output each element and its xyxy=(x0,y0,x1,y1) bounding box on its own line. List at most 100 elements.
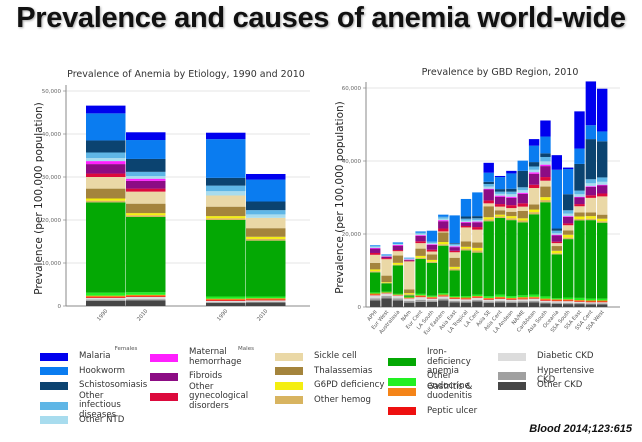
bar-segment-diab-ckd xyxy=(86,297,126,300)
legend-item-diab-ckd: Diabetic CKD xyxy=(498,351,615,362)
bar-segment-diab-ckd xyxy=(494,298,506,301)
bar-segment-other-gyn xyxy=(86,173,126,177)
bar-segment-gastritis xyxy=(506,297,517,299)
bar-segment-sickle xyxy=(528,188,540,205)
x-tick-label: 1990 xyxy=(96,308,109,322)
bar-segment-other-gyn xyxy=(449,250,460,253)
bar-segment-g6pd xyxy=(483,217,494,220)
bar-segment-g6pd xyxy=(460,246,472,249)
bar-segment-endocrine xyxy=(517,295,528,298)
bar-segment-schisto xyxy=(517,170,528,188)
bar-segment-other-gyn xyxy=(551,241,562,244)
bar-segment-peptic xyxy=(551,300,562,302)
bar-segment-gastritis xyxy=(540,298,551,301)
bar-segment-other-ntd xyxy=(438,218,449,221)
bar-segment-peptic xyxy=(585,301,597,303)
bar-segment-other-hemog xyxy=(449,268,460,271)
bar-segment-diab-ckd xyxy=(483,299,494,302)
bar-segment-other-ckd xyxy=(540,303,551,307)
bar-segment-diab-ckd xyxy=(370,295,381,299)
legend-label: Diabetic CKD xyxy=(537,351,594,361)
legend-item-fibroids: Fibroids xyxy=(150,371,269,382)
legend-swatch xyxy=(40,367,68,376)
bar-segment-endocrine xyxy=(494,294,506,297)
bar-segment-ida xyxy=(206,220,246,297)
bar-segment-fibroids xyxy=(585,186,597,196)
bar-stack xyxy=(517,160,528,307)
bar-segment-g6pd xyxy=(392,262,404,265)
bar-segment-other-gyn xyxy=(381,258,392,260)
bar-segment-other-ntd xyxy=(86,158,126,162)
bar-segment-other-ckd xyxy=(126,300,166,306)
bar-segment-thal xyxy=(517,211,528,219)
bar-segment-sickle xyxy=(574,206,585,213)
bar-segment-other-ntd xyxy=(574,194,585,197)
bar-segment-peptic xyxy=(540,300,551,301)
bar-segment-other-ntd xyxy=(528,169,540,173)
bar-segment-endocrine xyxy=(206,296,246,299)
bar-segment-hyp-ckd xyxy=(506,301,517,303)
legend-item-hookworm: Hookworm xyxy=(40,366,141,377)
bar-segment-other-hemog xyxy=(551,253,562,255)
bar-segment-thal xyxy=(597,214,608,219)
bar-segment-fibroids xyxy=(551,235,562,242)
bar-segment-gastritis xyxy=(426,296,438,298)
bar-segment-other-inf xyxy=(246,210,286,215)
bar-segment-diab-ckd xyxy=(392,295,404,299)
bar-segment-g6pd xyxy=(126,213,166,216)
bar-segment-malaria xyxy=(528,139,540,146)
bar-segment-fibroids xyxy=(126,180,166,189)
bar-stack xyxy=(585,81,597,307)
legend-item-schisto: Schistosomiasis xyxy=(40,380,147,391)
bar-segment-thal xyxy=(86,188,126,199)
bar-segment-mat-hem xyxy=(460,221,472,223)
bar-segment-sickle xyxy=(494,206,506,211)
bar-segment-other-inf xyxy=(551,230,562,234)
bar-segment-schisto xyxy=(449,243,460,244)
x-tick-label: 2010 xyxy=(256,308,269,322)
bar-segment-other-gyn xyxy=(506,205,517,209)
bar-segment-hyp-ckd xyxy=(540,302,551,304)
bar-segment-gastritis xyxy=(460,297,472,299)
bar-segment-other-ckd xyxy=(370,300,381,307)
bar-segment-g6pd xyxy=(597,218,608,222)
bar-segment-hookworm xyxy=(426,230,438,242)
bar-segment-other-ntd xyxy=(426,243,438,245)
bar-segment-ida xyxy=(528,214,540,295)
bar-segment-diab-ckd xyxy=(517,299,528,302)
bar-segment-thal xyxy=(528,204,540,210)
bar-segment-other-hemog xyxy=(574,219,585,221)
legend-label: Gastritis & duodenitis xyxy=(427,381,473,401)
legend-label: Maternal hemorrhage xyxy=(189,347,242,367)
bar-segment-other-ckd xyxy=(597,304,608,307)
bar-segment-sickle xyxy=(460,227,472,242)
bar-segment-mat-hem xyxy=(472,221,483,223)
bar-segment-malaria xyxy=(597,88,608,132)
bar-segment-peptic xyxy=(370,294,381,296)
legend-label: Other NTD xyxy=(79,414,125,425)
bar-segment-thal xyxy=(574,212,585,217)
bar-segment-other-ckd xyxy=(381,298,392,307)
bar-segment-diab-ckd xyxy=(528,298,540,301)
bar-segment-g6pd xyxy=(370,269,381,272)
bar-segment-gastritis xyxy=(494,296,506,299)
bar-segment-hookworm xyxy=(381,254,392,256)
bar-segment-peptic xyxy=(506,298,517,300)
bar-segment-fibroids xyxy=(438,221,449,229)
bar-segment-mat-hem xyxy=(540,164,551,167)
bar-segment-malaria xyxy=(494,175,506,178)
bar-segment-ida xyxy=(585,220,597,299)
bar-segment-mat-hem xyxy=(597,184,608,186)
bar-segment-peptic xyxy=(483,298,494,300)
bar-segment-thal xyxy=(562,230,574,235)
bar-segment-other-hemog xyxy=(126,215,166,217)
bar-segment-schisto xyxy=(483,181,494,184)
bar-segment-diab-ckd xyxy=(381,293,392,297)
bar-segment-malaria xyxy=(506,170,517,174)
bar-segment-other-inf xyxy=(460,218,472,221)
bar-segment-endocrine xyxy=(540,296,551,299)
bar-segment-endocrine xyxy=(483,296,494,298)
bar-segment-thal xyxy=(506,211,517,217)
bar-segment-g6pd xyxy=(585,216,597,219)
legend-label: Malaria xyxy=(79,351,111,361)
